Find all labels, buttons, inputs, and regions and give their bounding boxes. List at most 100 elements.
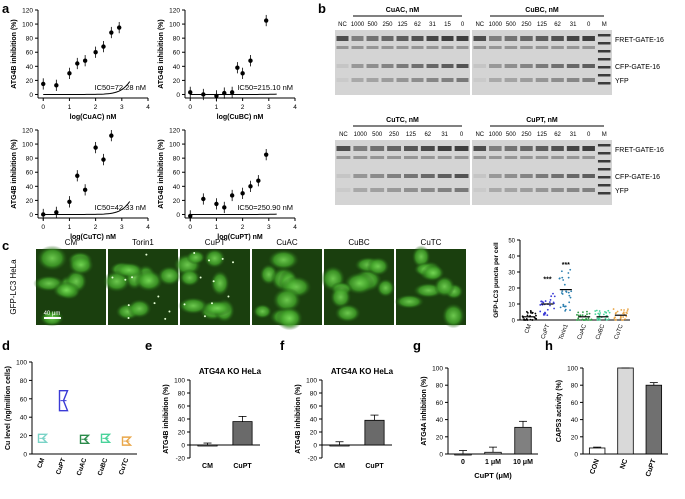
band-nonspecific bbox=[387, 156, 401, 159]
x-tick-label: 1 bbox=[68, 104, 72, 111]
band-fret bbox=[441, 36, 454, 41]
panel-c-microscopy: GFP-LC3 HeLa CM Torin1 CuPT CuAC CuBC CuTC 40 μ… bbox=[9, 238, 630, 341]
puncta bbox=[232, 261, 235, 264]
lane-label: 31 bbox=[429, 22, 436, 28]
scatter-point bbox=[621, 319, 624, 321]
y-tick-label: 20 bbox=[173, 198, 181, 205]
data-point bbox=[75, 173, 80, 178]
band-yfp bbox=[504, 188, 518, 192]
y-tick-label: 80 bbox=[310, 391, 318, 398]
y-tick-label: 80 bbox=[173, 156, 181, 163]
band-cfp bbox=[387, 174, 401, 178]
scatter-point bbox=[613, 317, 616, 320]
puncta bbox=[127, 304, 130, 307]
cell bbox=[421, 264, 445, 282]
band-fret bbox=[404, 146, 418, 151]
x-tick-label: CuPT bbox=[233, 463, 252, 470]
lane-label: 125 bbox=[537, 22, 548, 28]
band-nonspecific bbox=[473, 46, 487, 49]
x-axis-label: log(CuBC) nM bbox=[217, 114, 264, 121]
band-nonspecific bbox=[336, 46, 349, 49]
cell bbox=[203, 248, 226, 269]
band-cfp bbox=[366, 64, 379, 68]
band-cfp bbox=[582, 64, 595, 68]
cell bbox=[157, 265, 182, 286]
y-axis-label: Cu level (ng/million cells) bbox=[5, 366, 12, 450]
band-cfp bbox=[353, 174, 368, 178]
x-tick-label: CuPT bbox=[365, 463, 384, 470]
puncta bbox=[153, 302, 156, 305]
band-cfp bbox=[535, 64, 549, 68]
cell bbox=[127, 299, 152, 319]
x-tick-label: CuTC bbox=[614, 323, 625, 340]
scatter-point bbox=[587, 317, 590, 320]
cell bbox=[441, 302, 466, 329]
cell bbox=[272, 287, 302, 313]
y-tick-label: 0 bbox=[512, 319, 516, 325]
band-yfp bbox=[566, 78, 580, 82]
lane-label: 0 bbox=[461, 22, 465, 28]
y-tick-label: 0 bbox=[313, 443, 317, 450]
panel-title: ATG4A KO HeLa bbox=[199, 367, 262, 376]
lane-label: 125 bbox=[397, 22, 408, 28]
band-fret bbox=[551, 146, 564, 151]
y-tick-label: 60 bbox=[173, 170, 181, 177]
y-tick-label: 40 bbox=[20, 415, 28, 422]
band-yfp bbox=[535, 188, 549, 192]
band-fret bbox=[420, 146, 435, 151]
lane-label: 15 bbox=[444, 22, 451, 28]
bar bbox=[197, 444, 218, 447]
band-cfp bbox=[437, 174, 452, 178]
gel-title: CuTC, nM bbox=[386, 117, 419, 124]
band-nonspecific bbox=[582, 156, 595, 159]
lane-label: 0 bbox=[587, 132, 591, 138]
band-yfp bbox=[437, 188, 452, 192]
band-fret bbox=[551, 36, 564, 41]
scatter-point bbox=[599, 312, 602, 314]
dose-response-plot-cubc: 0 20 40 60 80 100 120 ATG4B inhibition (%) 0 1 2 3 4… bbox=[158, 8, 297, 122]
cell bbox=[276, 306, 304, 331]
band-cfp bbox=[370, 174, 385, 178]
scatter-point bbox=[562, 279, 565, 281]
scatter-point bbox=[543, 313, 545, 315]
band-cfp bbox=[566, 174, 580, 178]
band-fret bbox=[456, 36, 469, 41]
y-tick-label: 40 bbox=[178, 417, 186, 424]
band-fret bbox=[520, 36, 533, 41]
band-cfp bbox=[489, 174, 502, 178]
band-yfp bbox=[473, 188, 487, 192]
x-tick-label: 2 bbox=[94, 104, 98, 111]
x-tick-label: Torin1 bbox=[558, 323, 569, 341]
x-tick-label: 0 bbox=[41, 104, 45, 111]
band-yfp bbox=[520, 188, 533, 192]
lane-label: 62 bbox=[554, 22, 561, 28]
y-tick-label: 0 bbox=[29, 212, 33, 219]
y-tick-label: 0 bbox=[176, 212, 180, 219]
y-tick-label: 0 bbox=[29, 92, 33, 99]
band-cfp bbox=[396, 64, 409, 68]
scatter-point bbox=[612, 308, 615, 310]
scatter-point bbox=[568, 294, 571, 297]
scatter-point bbox=[553, 295, 556, 298]
lane-label: M bbox=[602, 132, 607, 138]
x-tick-label: 4 bbox=[293, 224, 297, 231]
y-axis-label: GFP-LC3 puncta per cell bbox=[493, 242, 500, 318]
scatter-point bbox=[544, 312, 547, 315]
scatter-point bbox=[531, 311, 534, 314]
data-point bbox=[188, 90, 193, 95]
bar bbox=[617, 367, 634, 455]
band-fret bbox=[566, 36, 580, 41]
panel-h-bar: 0 20 40 60 80 100 CAPS3 activity (%) CON NC CuPT bbox=[556, 366, 668, 478]
scatter-point bbox=[576, 319, 579, 321]
x-tick-label: 4 bbox=[293, 104, 297, 111]
row-label: GFP-LC3 HeLa bbox=[9, 259, 18, 315]
panel-label-a: a bbox=[2, 1, 10, 16]
cell bbox=[394, 294, 425, 309]
band-yfp bbox=[504, 78, 518, 82]
band-cfp bbox=[551, 64, 564, 68]
y-axis-label: ATG4B inhibition (%) bbox=[295, 384, 302, 453]
band-nonspecific bbox=[351, 46, 364, 49]
ic50-label: IC50=250.90 nM bbox=[237, 203, 293, 212]
dose-response-plot-cutc: 0 20 40 60 80 100 120 ATG4B inhibition (%) 0 1 2 3 4… bbox=[11, 128, 150, 242]
scatter-point bbox=[525, 310, 528, 313]
